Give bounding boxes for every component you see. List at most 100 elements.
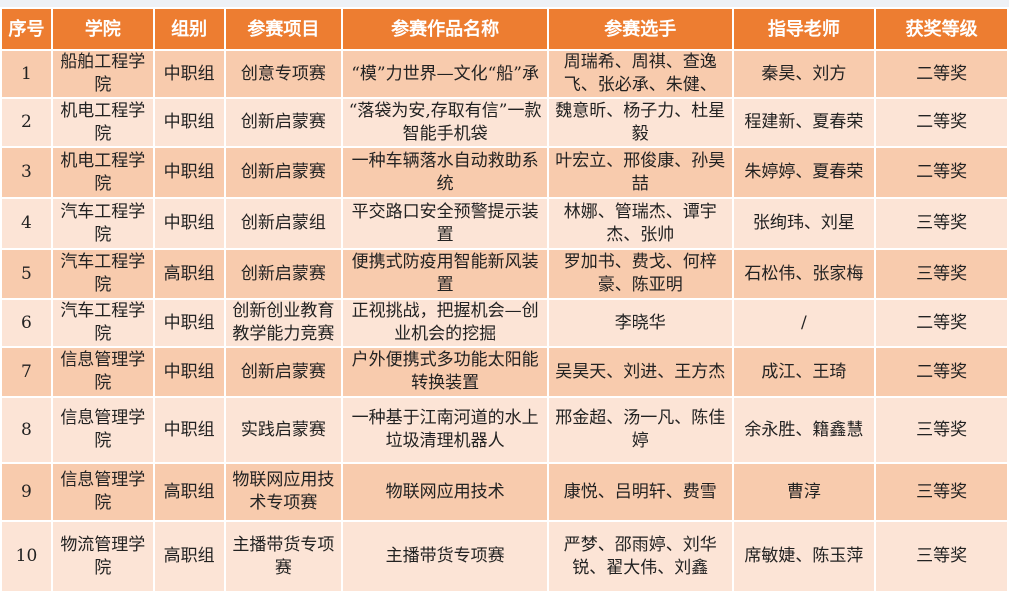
cell-award[interactable]: 二等奖 <box>874 346 1009 398</box>
cell-group[interactable]: 中职组 <box>152 396 226 464</box>
cell-advisors[interactable]: 席敏婕、陈玉萍 <box>731 520 877 593</box>
cell-college[interactable]: 物流管理学院 <box>50 520 155 593</box>
cell-event[interactable]: 创新启蒙赛 <box>223 346 344 398</box>
header-work-title[interactable]: 参赛作品名称 <box>341 7 549 51</box>
header-award[interactable]: 获奖等级 <box>874 7 1009 51</box>
cell-event[interactable]: 创新启蒙组 <box>223 197 344 250</box>
cell-work-title[interactable]: 正视挑战，把握机会—创业机会的挖掘 <box>341 298 549 348</box>
cell-advisors[interactable]: 朱婷婷、夏春荣 <box>731 146 877 199</box>
cell-participants[interactable]: 魏意昕、杨子力、杜星毅 <box>546 97 734 148</box>
table-row: 3 机电工程学院 中职组 创新启蒙赛 一种车辆落水自动救助系统 叶宏立、邢俊康、孙昊喆 朱婷… <box>0 146 1009 199</box>
cell-college[interactable]: 信息管理学院 <box>50 346 155 398</box>
cell-award[interactable]: 二等奖 <box>874 49 1009 99</box>
cell-text: 7 <box>21 361 32 382</box>
cell-text: 二等奖 <box>916 312 968 333</box>
cell-index[interactable]: 9 <box>0 462 53 522</box>
cell-event[interactable]: 实践启蒙赛 <box>223 396 344 464</box>
cell-group[interactable]: 中职组 <box>152 49 226 99</box>
cell-advisors[interactable]: 张绚玮、刘星 <box>731 197 877 250</box>
cell-event[interactable]: 创新启蒙赛 <box>223 97 344 148</box>
cell-work-title[interactable]: 一种车辆落水自动救助系统 <box>341 146 549 199</box>
cell-group[interactable]: 中职组 <box>152 298 226 348</box>
cell-text: 物流管理学院 <box>60 534 146 578</box>
table-row: 9 信息管理学院 高职组 物联网应用技术专项赛 物联网应用技术 康悦、吕明轩、费雪 曹淳 三等… <box>0 462 1009 522</box>
cell-college[interactable]: 机电工程学院 <box>50 146 155 199</box>
cell-award[interactable]: 三等奖 <box>874 462 1009 522</box>
cell-text: 吴昊天、刘进、王方杰 <box>555 361 726 382</box>
cell-work-title[interactable]: “落袋为安,存取有信”一款智能手机袋 <box>341 97 549 148</box>
cell-event[interactable]: 创新启蒙赛 <box>223 146 344 199</box>
cell-college[interactable]: 信息管理学院 <box>50 462 155 522</box>
cell-group[interactable]: 中职组 <box>152 97 226 148</box>
cell-participants[interactable]: 林娜、管瑞杰、谭宇杰、张帅 <box>546 197 734 250</box>
cell-participants[interactable]: 周瑞希、周祺、查逸飞、张必承、朱健、 <box>546 49 734 99</box>
cell-work-title[interactable]: “模”力世界—文化“船”承 <box>341 49 549 99</box>
cell-event[interactable]: 创新创业教育教学能力竞赛 <box>223 298 344 348</box>
cell-group[interactable]: 中职组 <box>152 146 226 199</box>
cell-text: 8 <box>21 419 32 440</box>
cell-college[interactable]: 船舶工程学院 <box>50 49 155 99</box>
cell-event[interactable]: 创意专项赛 <box>223 49 344 99</box>
cell-participants[interactable]: 康悦、吕明轩、费雪 <box>546 462 734 522</box>
cell-college[interactable]: 机电工程学院 <box>50 97 155 148</box>
cell-advisors[interactable]: 秦昊、刘方 <box>731 49 877 99</box>
cell-college[interactable]: 信息管理学院 <box>50 396 155 464</box>
cell-index[interactable]: 10 <box>0 520 53 593</box>
cell-participants[interactable]: 李晓华 <box>546 298 734 348</box>
cell-college[interactable]: 汽车工程学院 <box>50 298 155 348</box>
cell-participants[interactable]: 邢金超、汤一凡、陈佳婷 <box>546 396 734 464</box>
cell-work-title[interactable]: 平交路口安全预警提示装置 <box>341 197 549 250</box>
cell-college[interactable]: 汽车工程学院 <box>50 197 155 250</box>
cell-advisors[interactable]: / <box>731 298 877 348</box>
cell-award[interactable]: 二等奖 <box>874 146 1009 199</box>
cell-award[interactable]: 三等奖 <box>874 520 1009 593</box>
cell-index[interactable]: 2 <box>0 97 53 148</box>
cell-group[interactable]: 高职组 <box>152 462 226 522</box>
cell-advisors[interactable]: 程建新、夏春荣 <box>731 97 877 148</box>
cell-advisors[interactable]: 余永胜、籍鑫慧 <box>731 396 877 464</box>
cell-work-title[interactable]: 户外便携式多功能太阳能转换装置 <box>341 346 549 398</box>
cell-award[interactable]: 二等奖 <box>874 97 1009 148</box>
cell-award[interactable]: 三等奖 <box>874 248 1009 300</box>
cell-text: 程建新、夏春荣 <box>744 112 864 132</box>
cell-index[interactable]: 8 <box>0 396 53 464</box>
cell-text: 3 <box>21 162 32 182</box>
cell-group[interactable]: 中职组 <box>152 197 226 250</box>
cell-group[interactable]: 中职组 <box>152 346 226 398</box>
cell-award[interactable]: 二等奖 <box>874 298 1009 348</box>
cell-participants[interactable]: 罗加书、费戈、何梓豪、陈亚明 <box>546 248 734 300</box>
cell-participants[interactable]: 严梦、邵雨婷、刘华锐、翟大伟、刘鑫 <box>546 520 734 593</box>
cell-work-title[interactable]: 主播带货专项赛 <box>341 520 549 593</box>
header-group[interactable]: 组别 <box>152 7 226 51</box>
cell-text: 4 <box>21 213 32 233</box>
cell-event[interactable]: 物联网应用技术专项赛 <box>223 462 344 522</box>
cell-award[interactable]: 三等奖 <box>874 396 1009 464</box>
cell-work-title[interactable]: 物联网应用技术 <box>341 462 549 522</box>
cell-index[interactable]: 5 <box>0 248 53 300</box>
cell-index[interactable]: 4 <box>0 197 53 250</box>
cell-index[interactable]: 1 <box>0 49 53 99</box>
cell-participants[interactable]: 叶宏立、邢俊康、孙昊喆 <box>546 146 734 199</box>
cell-advisors[interactable]: 曹淳 <box>731 462 877 522</box>
header-index[interactable]: 序号 <box>0 7 53 51</box>
header-advisors[interactable]: 指导老师 <box>731 7 877 51</box>
cell-index[interactable]: 3 <box>0 146 53 199</box>
header-college[interactable]: 学院 <box>50 7 155 51</box>
cell-work-title[interactable]: 一种基于江南河道的水上垃圾清理机器人 <box>341 396 549 464</box>
cell-advisors[interactable]: 成江、王琦 <box>731 346 877 398</box>
cell-text: 信息管理学院 <box>60 470 146 513</box>
header-participants[interactable]: 参赛选手 <box>546 7 734 51</box>
cell-index[interactable]: 6 <box>0 298 53 348</box>
cell-college[interactable]: 汽车工程学院 <box>50 248 155 300</box>
cell-index[interactable]: 7 <box>0 346 53 398</box>
header-event[interactable]: 参赛项目 <box>223 7 344 51</box>
table-row: 1 船舶工程学院 中职组 创意专项赛 “模”力世界—文化“船”承 周瑞希、周祺、查逸飞、张… <box>0 49 1009 99</box>
cell-event[interactable]: 主播带货专项赛 <box>223 520 344 593</box>
cell-group[interactable]: 高职组 <box>152 520 226 593</box>
cell-event[interactable]: 创新启蒙赛 <box>223 248 344 300</box>
cell-award[interactable]: 三等奖 <box>874 197 1009 250</box>
cell-work-title[interactable]: 便携式防疫用智能新风装置 <box>341 248 549 300</box>
cell-group[interactable]: 高职组 <box>152 248 226 300</box>
cell-participants[interactable]: 吴昊天、刘进、王方杰 <box>546 346 734 398</box>
cell-advisors[interactable]: 石松伟、张家梅 <box>731 248 877 300</box>
